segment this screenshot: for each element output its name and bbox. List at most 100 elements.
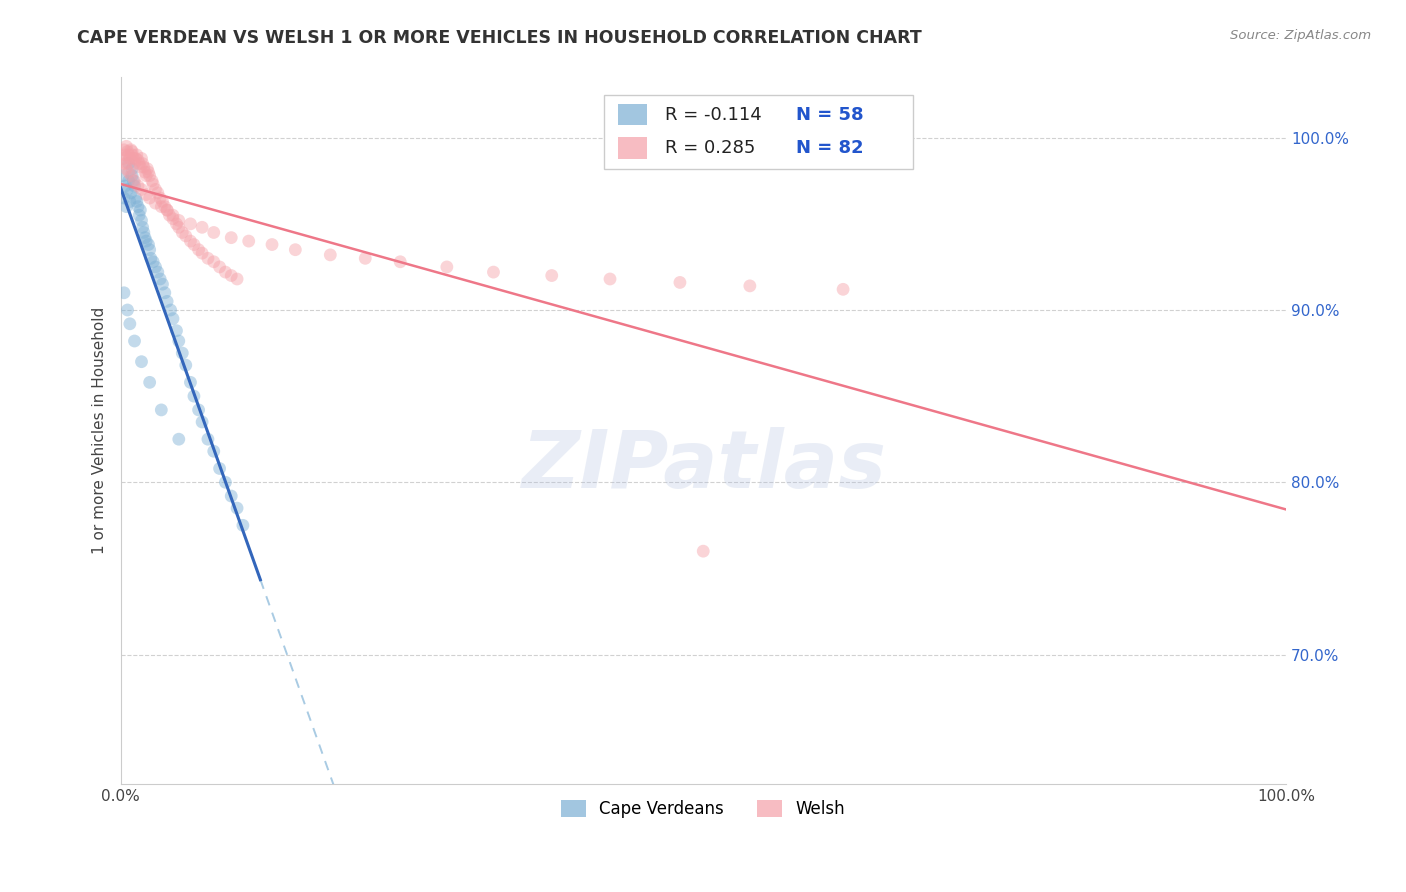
- Point: [167, 213, 190, 227]
- Point: [121, 169, 143, 183]
- Point: [208, 461, 231, 475]
- Point: [131, 213, 153, 227]
- Point: [131, 354, 153, 368]
- Point: [226, 272, 249, 286]
- Point: [197, 432, 219, 446]
- Point: [118, 156, 141, 170]
- Point: [156, 203, 179, 218]
- Point: [132, 226, 155, 240]
- Text: N = 58: N = 58: [796, 106, 865, 124]
- Point: [146, 265, 169, 279]
- Point: [174, 228, 197, 243]
- Point: [174, 358, 197, 372]
- Point: [219, 268, 242, 283]
- Point: [482, 265, 505, 279]
- Point: [118, 174, 141, 188]
- Point: [134, 230, 156, 244]
- Point: [219, 230, 242, 244]
- Point: [135, 187, 157, 202]
- Point: [540, 268, 562, 283]
- Point: [124, 191, 146, 205]
- Point: [129, 160, 152, 174]
- Point: [202, 254, 225, 268]
- Point: [389, 254, 412, 268]
- Point: [121, 148, 143, 162]
- Point: [214, 475, 236, 490]
- Point: [138, 376, 160, 390]
- Point: [142, 178, 165, 192]
- Text: CAPE VERDEAN VS WELSH 1 OR MORE VEHICLES IN HOUSEHOLD CORRELATION CHART: CAPE VERDEAN VS WELSH 1 OR MORE VEHICLES…: [77, 29, 922, 46]
- Point: [115, 139, 138, 153]
- Point: [738, 278, 761, 293]
- Point: [149, 272, 172, 286]
- Point: [114, 148, 136, 162]
- Point: [122, 174, 145, 188]
- Point: [354, 252, 377, 266]
- Point: [117, 303, 139, 318]
- Point: [150, 200, 173, 214]
- Point: [135, 169, 157, 183]
- Point: [214, 265, 236, 279]
- Point: [284, 243, 307, 257]
- Point: [114, 178, 136, 193]
- Point: [232, 518, 254, 533]
- Point: [166, 324, 188, 338]
- Point: [149, 191, 172, 205]
- Point: [134, 165, 156, 179]
- Point: [112, 191, 135, 205]
- Point: [112, 156, 135, 170]
- Point: [197, 252, 219, 266]
- Point: [112, 143, 135, 157]
- Point: [238, 234, 260, 248]
- Point: [153, 200, 176, 214]
- Legend: Cape Verdeans, Welsh: Cape Verdeans, Welsh: [554, 793, 852, 825]
- Point: [131, 182, 153, 196]
- Bar: [619, 104, 647, 126]
- Point: [132, 160, 155, 174]
- Point: [162, 211, 184, 226]
- Point: [138, 191, 160, 205]
- Point: [111, 169, 134, 183]
- Point: [141, 174, 163, 188]
- Point: [120, 169, 142, 183]
- Point: [128, 208, 150, 222]
- Point: [150, 403, 173, 417]
- Point: [117, 182, 139, 196]
- Point: [129, 203, 152, 218]
- Point: [124, 334, 146, 348]
- Point: [183, 237, 205, 252]
- Point: [260, 237, 283, 252]
- Point: [138, 165, 160, 179]
- Text: ZIPatlas: ZIPatlas: [520, 427, 886, 505]
- Point: [156, 203, 179, 218]
- Point: [159, 208, 181, 222]
- Point: [599, 272, 621, 286]
- Point: [125, 148, 148, 162]
- Point: [669, 276, 692, 290]
- Point: [191, 220, 214, 235]
- Point: [179, 234, 201, 248]
- Point: [115, 161, 138, 176]
- Point: [152, 277, 174, 292]
- Point: [124, 156, 146, 170]
- Point: [118, 148, 141, 162]
- Point: [319, 248, 342, 262]
- Point: [118, 152, 141, 166]
- Point: [138, 237, 160, 252]
- Point: [183, 389, 205, 403]
- Point: [131, 156, 153, 170]
- Point: [139, 252, 162, 266]
- Text: Source: ZipAtlas.com: Source: ZipAtlas.com: [1230, 29, 1371, 42]
- Point: [122, 152, 145, 166]
- Point: [118, 194, 141, 209]
- Point: [153, 285, 176, 300]
- Point: [135, 234, 157, 248]
- Point: [162, 208, 184, 222]
- Text: R = 0.285: R = 0.285: [665, 139, 755, 157]
- Text: R = -0.114: R = -0.114: [665, 106, 762, 124]
- Point: [125, 194, 148, 209]
- Point: [117, 145, 139, 159]
- Point: [111, 152, 134, 166]
- Point: [136, 161, 159, 176]
- Point: [131, 152, 153, 166]
